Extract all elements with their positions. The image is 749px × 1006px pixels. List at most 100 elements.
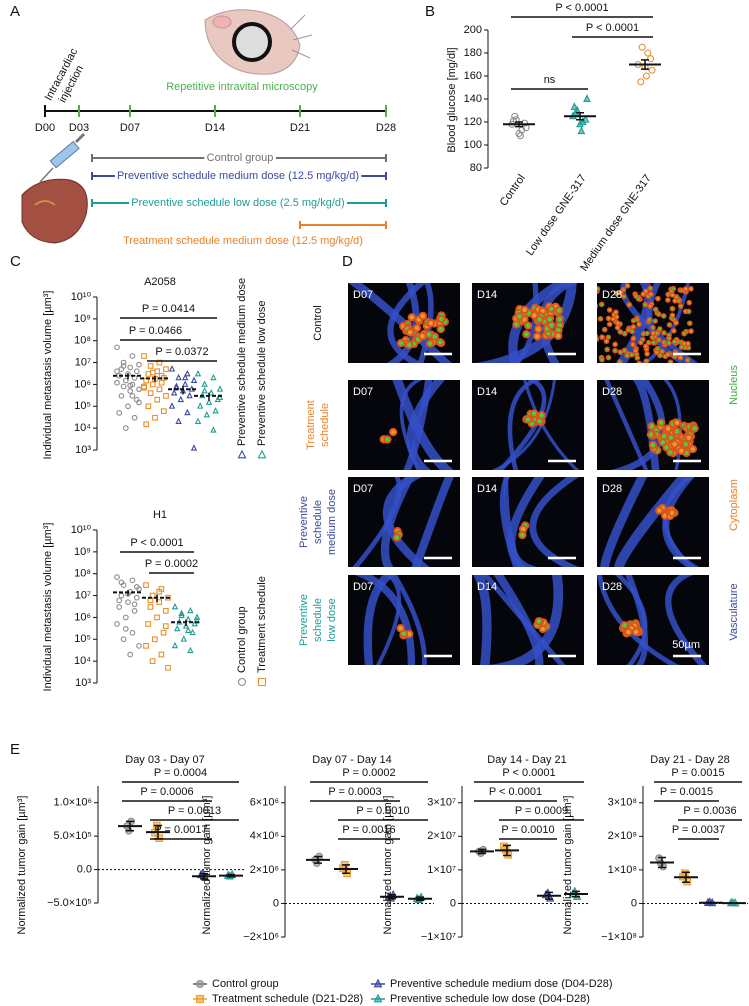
vessel [403, 380, 433, 470]
data-point [118, 592, 125, 599]
nucleus [592, 355, 595, 358]
micrograph [348, 575, 460, 665]
y-tick-label: 140 [464, 93, 482, 105]
y-tick-label: 10⁶ [74, 378, 91, 390]
data-point [182, 373, 189, 381]
data-point [141, 384, 147, 391]
y-tick-label: 10⁹ [74, 546, 91, 558]
cell [588, 361, 594, 367]
mouse-illustration [204, 9, 313, 75]
legend-label: Treatment schedule [256, 576, 268, 673]
nucleus [662, 331, 666, 335]
nucleus [555, 333, 561, 339]
legend-label: Control group [212, 978, 279, 990]
data-point [210, 373, 217, 381]
nucleus [594, 287, 597, 290]
nucleus [407, 330, 413, 335]
significance-label: ns [544, 74, 556, 86]
nucleus [672, 441, 677, 447]
nucleus [406, 631, 412, 637]
cell [642, 364, 648, 370]
data-point [156, 588, 163, 595]
cell [589, 346, 595, 352]
y-axis-label: Blood glucose [mg/dl] [446, 47, 458, 152]
cell [587, 325, 593, 331]
day-label: D14 [477, 386, 497, 398]
legend-marker [195, 994, 205, 1004]
nucleus [687, 301, 691, 304]
y-tick-label: 3×10⁷ [427, 797, 456, 809]
day-label: D14 [477, 483, 497, 495]
day-label: D21 [290, 122, 310, 134]
y-axis-label: Individual metastasis volume [µm³] [42, 523, 54, 692]
nucleus [537, 317, 542, 322]
data-point [114, 379, 120, 386]
nucleus [401, 631, 407, 637]
data-point [205, 398, 213, 405]
nucleus [549, 323, 554, 328]
nucleus [679, 356, 682, 359]
y-tick-label: 10³ [75, 677, 91, 689]
nucleus [540, 626, 546, 632]
nucleus [619, 330, 622, 334]
imaging-label: Repetitive intravital microscopy [166, 81, 318, 93]
vessel [507, 477, 545, 567]
micrograph [570, 283, 709, 372]
cell [597, 303, 599, 309]
x-tick-label: Control [498, 173, 528, 209]
nucleus [600, 358, 604, 361]
cell [597, 285, 598, 290]
nucleus [627, 328, 630, 332]
nucleus [608, 308, 611, 312]
y-axis-label: Normalized tumor gain [µm³] [16, 796, 28, 935]
data-point [180, 635, 187, 642]
y-tick-label: 10⁹ [74, 313, 91, 325]
nucleus [590, 315, 593, 318]
cell [597, 336, 600, 342]
nucleus [536, 619, 542, 624]
nucleus [607, 335, 610, 339]
row-label: Control [312, 305, 324, 340]
nucleus [679, 448, 684, 454]
nucleus [637, 322, 641, 326]
nucleus [599, 365, 602, 368]
data-point [194, 370, 202, 377]
vessel [488, 575, 564, 665]
day-label: D07 [353, 289, 373, 301]
data-point [116, 604, 123, 610]
cell [683, 363, 689, 369]
data-point [149, 658, 156, 664]
nucleus [669, 510, 675, 516]
data-point [133, 368, 140, 375]
data-point [114, 621, 120, 627]
data-point [177, 395, 184, 403]
data-point [147, 390, 154, 396]
nucleus [686, 342, 690, 345]
y-tick-label: 2×10⁸ [608, 830, 637, 842]
nucleus [584, 336, 587, 339]
significance-label: P = 0.0002 [342, 767, 395, 779]
nucleus [597, 338, 598, 341]
nucleus [673, 355, 676, 358]
y-tick-label: 10⁴ [74, 422, 91, 434]
data-point [642, 72, 650, 80]
panel-label: B [425, 3, 435, 20]
nucleus [591, 348, 594, 351]
nucleus [671, 314, 674, 317]
data-point [149, 369, 156, 376]
nucleus [537, 419, 542, 424]
data-point [154, 614, 160, 621]
nucleus [525, 417, 531, 422]
legend-label: Treatment schedule (D21-D28) [212, 993, 363, 1005]
data-point [143, 421, 150, 428]
data-point [127, 382, 134, 389]
nucleus [652, 341, 655, 344]
nucleus [414, 325, 420, 331]
nucleus [645, 332, 649, 335]
data-point [149, 381, 156, 388]
cell [570, 366, 576, 372]
nucleus [689, 287, 693, 291]
data-point [637, 78, 645, 86]
day-label: D03 [69, 122, 89, 134]
